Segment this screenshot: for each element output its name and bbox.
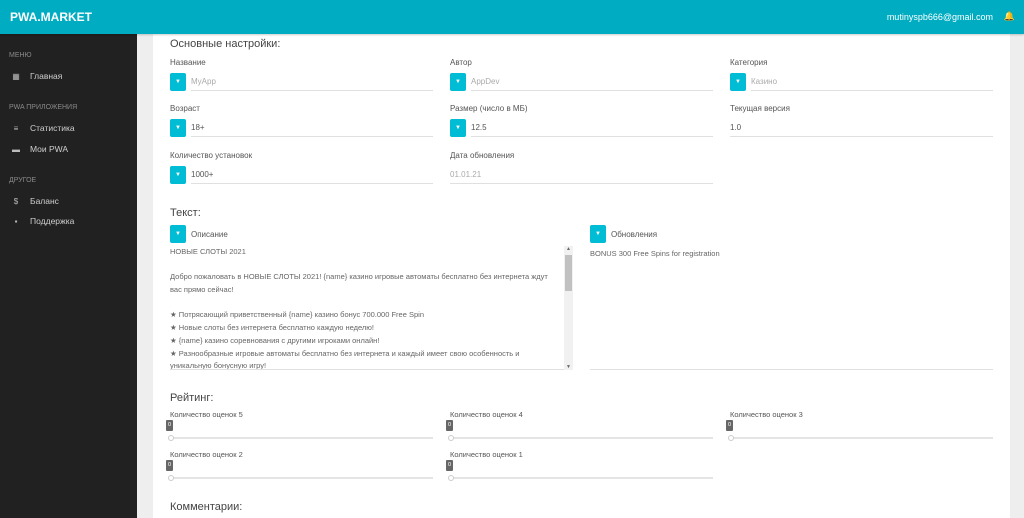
- field-5: 1.0: [730, 119, 993, 137]
- field-0: ▼ MyApp: [170, 73, 433, 91]
- description-line: ★ Новые слоты без интернета бесплатно ка…: [170, 323, 374, 333]
- rating-slider-track[interactable]: [450, 477, 713, 479]
- field-7: 01.01.21: [450, 166, 713, 184]
- sidebar-item-label: Статистика: [30, 123, 75, 133]
- brand-logo[interactable]: PWA.MARKET: [10, 10, 92, 24]
- list-icon: ▬: [12, 144, 20, 154]
- field-input[interactable]: AppDev: [471, 73, 713, 91]
- section-title-rating: Рейтинг:: [170, 392, 214, 404]
- rating-value-bubble: 0: [166, 460, 173, 471]
- field-label: Количество установок: [170, 151, 253, 160]
- updates-textarea[interactable]: BONUS 300 Free Spins for registration: [590, 246, 993, 370]
- field-input[interactable]: Казино: [751, 73, 993, 91]
- rating-label: Количество оценок 1: [450, 450, 523, 459]
- description-line: [170, 297, 561, 310]
- updates-text: BONUS 300 Free Spins for registration: [590, 249, 720, 258]
- description-line: ★ {name} казино соревнования с другими и…: [170, 335, 380, 345]
- sidebar-section-pwa: PWA ПРИЛОЖЕНИЯ: [9, 104, 78, 111]
- sidebar-item-label: Поддержка: [30, 216, 75, 226]
- field-4: ▼ 12.5: [450, 119, 713, 137]
- rating-label: Количество оценок 3: [730, 410, 803, 419]
- field-input[interactable]: 12.5: [471, 119, 713, 137]
- description-scrollbar[interactable]: ▲ ▼: [564, 246, 573, 370]
- field-label: Возраст: [170, 104, 200, 113]
- sidebar-item-stats[interactable]: ≡ Статистика: [12, 123, 75, 133]
- description-line: НОВЫЕ СЛОТЫ 2021: [170, 247, 246, 256]
- rating-label: Количество оценок 2: [170, 450, 243, 459]
- sidebar-item-label: Баланс: [30, 196, 59, 206]
- description-header: ▼ Описание: [170, 225, 573, 243]
- sidebar-item-label: Мои PWA: [30, 144, 69, 154]
- rating-slider-track[interactable]: [170, 437, 433, 439]
- rating-slider-handle[interactable]: [168, 475, 174, 481]
- top-bar: PWA.MARKET mutinyspb666@gmail.com 🔔: [0, 0, 1024, 34]
- dropdown-button[interactable]: ▼: [450, 73, 466, 91]
- field-input[interactable]: 01.01.21: [450, 166, 713, 184]
- rating-label: Количество оценок 5: [170, 410, 243, 419]
- dashboard-icon: ▦: [12, 71, 20, 81]
- description-line: ★ Потрясающий приветственный {name} кази…: [170, 310, 424, 320]
- section-title-comments: Комментарии:: [170, 501, 243, 513]
- field-label: Название: [170, 58, 206, 67]
- section-title-basic: Основные настройки:: [170, 38, 281, 50]
- sidebar-item-my-pwa[interactable]: ▬ Мои PWA: [12, 144, 68, 154]
- description-line: ★ Разнообразные игровые автоматы бесплат…: [170, 348, 520, 370]
- description-line: Добро пожаловать в НОВЫЕ СЛОТЫ 2021! {na…: [170, 272, 548, 295]
- field-3: ▼ 18+: [170, 119, 433, 137]
- rating-value-bubble: 0: [446, 420, 453, 431]
- sidebar: МЕНЮ ▦ Главная PWA ПРИЛОЖЕНИЯ ≡ Статистика…: [0, 34, 137, 518]
- field-2: ▼ Казино: [730, 73, 993, 91]
- field-input[interactable]: MyApp: [191, 73, 433, 91]
- dropdown-button[interactable]: ▼: [730, 73, 746, 91]
- field-input[interactable]: 1.0: [730, 119, 993, 137]
- field-label: Текущая версия: [730, 104, 790, 113]
- updates-dropdown-button[interactable]: ▼: [590, 225, 606, 243]
- settings-card: Основные настройки: Текст: ▼ Описание НОВ…: [153, 34, 1010, 518]
- sidebar-item-balance[interactable]: $ Баланс: [12, 196, 59, 206]
- field-label: Размер (число в МБ): [450, 104, 528, 113]
- rating-value-bubble: 0: [726, 420, 733, 431]
- rating-slider-track[interactable]: [450, 437, 713, 439]
- description-textarea[interactable]: НОВЫЕ СЛОТЫ 2021 Добро пожаловать в НОВЫЕ…: [170, 246, 573, 370]
- sidebar-item-home[interactable]: ▦ Главная: [12, 71, 62, 81]
- rating-slider-track[interactable]: [170, 477, 433, 479]
- sidebar-section-other: ДРУГОЕ: [9, 177, 37, 184]
- sort-icon: ≡: [13, 123, 19, 133]
- updates-label: Обновления: [611, 229, 658, 239]
- section-title-text: Текст:: [170, 207, 201, 219]
- sidebar-item-label: Главная: [30, 71, 63, 81]
- dropdown-button[interactable]: ▼: [170, 119, 186, 137]
- user-email[interactable]: mutinyspb666@gmail.com: [886, 12, 993, 22]
- dollar-icon: $: [13, 196, 19, 206]
- dropdown-button[interactable]: ▼: [450, 119, 466, 137]
- rating-slider-track[interactable]: [730, 437, 993, 439]
- field-label: Категория: [730, 58, 768, 67]
- description-label: Описание: [191, 229, 228, 239]
- rating-slider-handle[interactable]: [448, 475, 454, 481]
- rating-value-bubble: 0: [166, 420, 173, 431]
- rating-label: Количество оценок 4: [450, 410, 523, 419]
- field-label: Дата обновления: [450, 151, 515, 160]
- rating-value-bubble: 0: [446, 460, 453, 471]
- chat-icon: ▪: [14, 216, 18, 226]
- sidebar-section-menu: МЕНЮ: [9, 52, 32, 59]
- sidebar-item-support[interactable]: ▪ Поддержка: [12, 216, 75, 226]
- description-line: [170, 259, 561, 272]
- updates-header: ▼ Обновления: [590, 225, 993, 243]
- page-gutter: [1010, 34, 1024, 518]
- dropdown-button[interactable]: ▼: [170, 166, 186, 184]
- bell-icon[interactable]: 🔔: [1003, 11, 1015, 21]
- description-dropdown-button[interactable]: ▼: [170, 225, 186, 243]
- rating-slider-handle[interactable]: [448, 435, 454, 441]
- field-6: ▼ 1000+: [170, 166, 433, 184]
- field-input[interactable]: 18+: [191, 119, 433, 137]
- field-input[interactable]: 1000+: [191, 166, 433, 184]
- dropdown-button[interactable]: ▼: [170, 73, 186, 91]
- rating-slider-handle[interactable]: [728, 435, 734, 441]
- rating-slider-handle[interactable]: [168, 435, 174, 441]
- field-1: ▼ AppDev: [450, 73, 713, 91]
- field-label: Автор: [450, 58, 472, 67]
